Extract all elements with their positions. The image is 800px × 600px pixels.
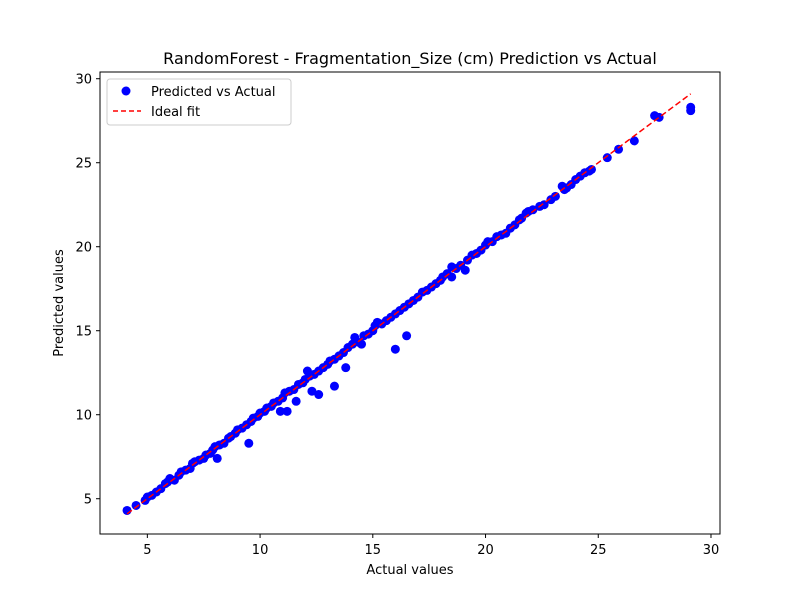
data-point (244, 438, 254, 448)
data-point (402, 331, 412, 341)
x-tick-label: 5 (143, 543, 151, 558)
chart-title: RandomForest - Fragmentation_Size (cm) P… (163, 49, 657, 69)
y-tick-label: 10 (75, 409, 92, 424)
ideal-fit-line (126, 93, 692, 515)
data-point (131, 500, 141, 510)
data-point (539, 200, 549, 210)
legend-marker-scatter (121, 86, 131, 96)
data-point (282, 406, 292, 416)
data-point (291, 396, 301, 406)
data-point (357, 339, 367, 349)
data-point (341, 363, 351, 373)
data-point (447, 272, 457, 282)
y-tick-label: 25 (75, 157, 92, 172)
y-tick-label: 30 (75, 73, 92, 88)
data-point (629, 136, 639, 146)
data-point (686, 102, 696, 112)
data-point (586, 164, 596, 174)
y-tick-label: 20 (75, 241, 92, 256)
data-point (329, 381, 339, 391)
legend: Predicted vs Actual Ideal fit (106, 78, 292, 126)
x-tick-label: 10 (252, 543, 269, 558)
x-tick-label: 20 (477, 543, 494, 558)
legend-box (106, 78, 292, 126)
data-point (314, 390, 324, 400)
legend-label-scatter: Predicted vs Actual (151, 85, 275, 100)
legend-label-ideal-fit: Ideal fit (151, 105, 200, 120)
x-axis: 5 10 15 20 25 30 (143, 534, 719, 558)
y-axis: 5 10 15 20 25 30 (75, 73, 100, 508)
x-tick-label: 15 (365, 543, 382, 558)
y-tick-label: 5 (84, 493, 92, 508)
x-axis-label: Actual values (366, 563, 453, 578)
y-tick-label: 15 (75, 325, 92, 340)
x-tick-label: 30 (703, 543, 720, 558)
data-point (212, 453, 222, 463)
y-axis-label: Predicted values (52, 249, 67, 357)
x-tick-label: 25 (590, 543, 607, 558)
data-point (614, 144, 624, 154)
data-point (307, 386, 317, 396)
data-point (550, 191, 560, 201)
axes-frame (99, 71, 721, 535)
data-point (275, 406, 285, 416)
plot-area (122, 93, 696, 515)
data-point (528, 205, 538, 215)
data-point (460, 265, 470, 275)
data-point (602, 153, 612, 163)
data-point (390, 344, 400, 354)
